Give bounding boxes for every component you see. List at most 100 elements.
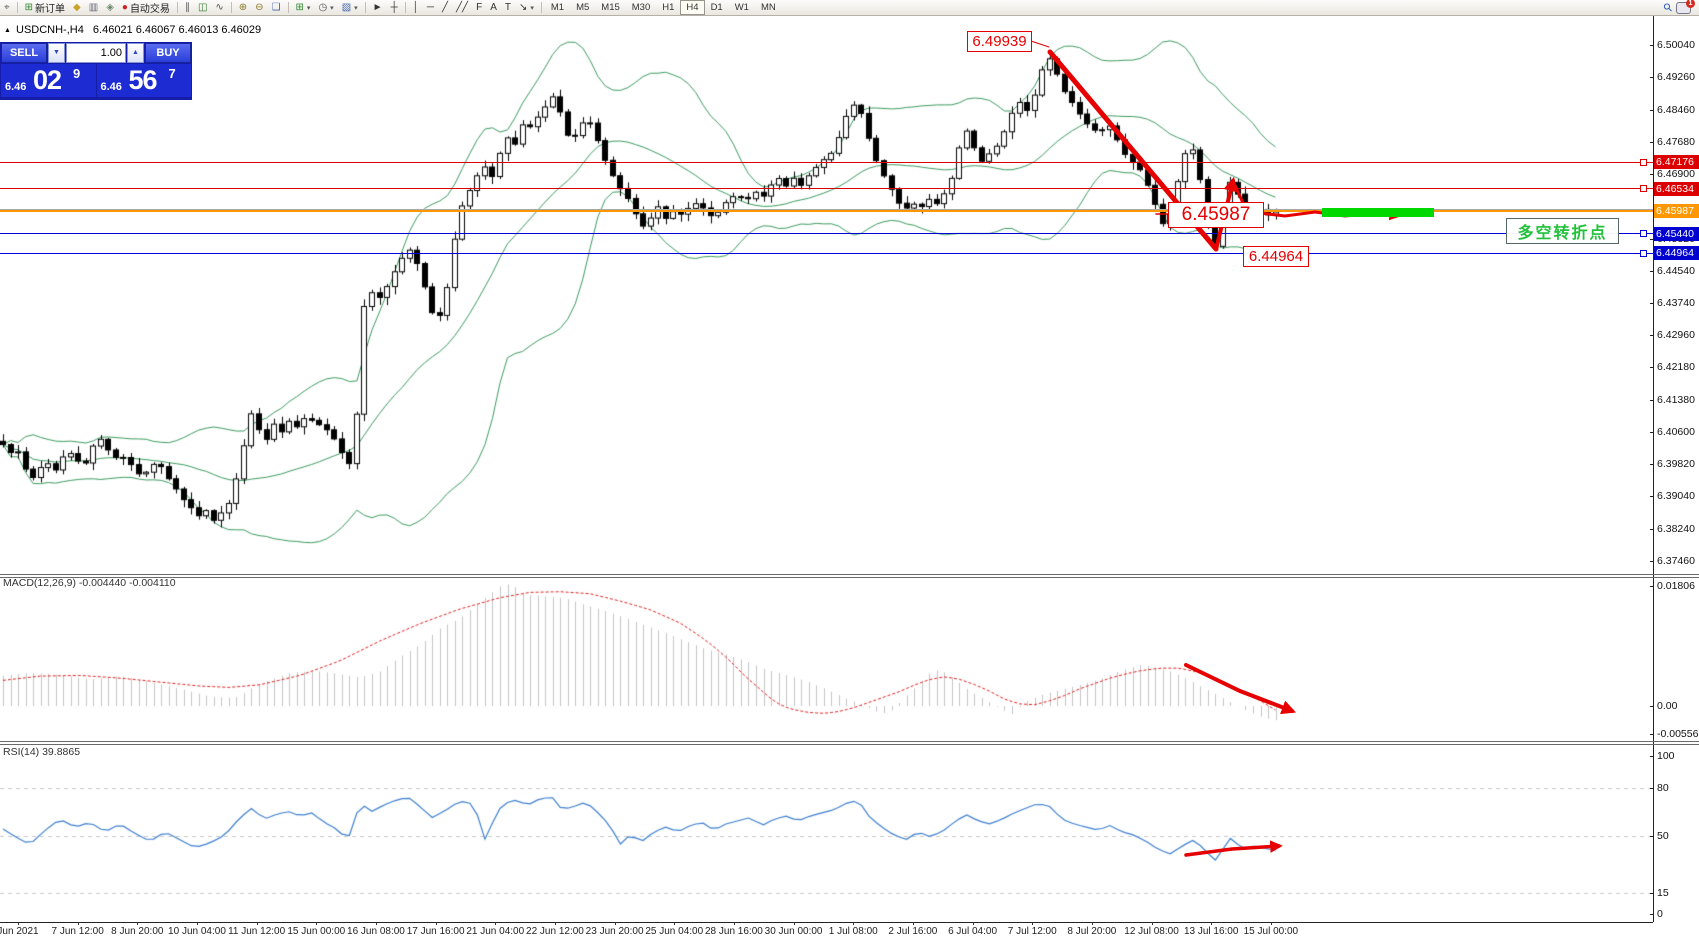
pane-separator[interactable] xyxy=(0,744,1699,745)
time-axis-label: 7 Jun 12:00 xyxy=(51,926,104,937)
price-tick-mark xyxy=(1650,270,1654,272)
bar-chart-icon[interactable]: ∥ xyxy=(181,0,194,15)
buy-price-prefix: 6.46 xyxy=(100,81,122,93)
volume-increase-button[interactable]: ▲ xyxy=(127,43,144,63)
new-chart-dropdown[interactable]: ⊞ ▾ xyxy=(292,0,315,15)
price-label-low[interactable]: 6.44964 xyxy=(1243,246,1309,267)
candle-chart-icon[interactable]: ◫ xyxy=(194,0,211,15)
profile-dropdown[interactable]: ▧ ▾ xyxy=(338,0,362,15)
autotrade-button: ● xyxy=(121,1,128,13)
toolbar-separator xyxy=(16,2,18,13)
signal-icon[interactable]: ◈ xyxy=(102,0,118,15)
position-indicator-icon[interactable]: ⌖ xyxy=(0,0,14,15)
line-handle[interactable] xyxy=(1640,185,1647,193)
toolbar-separator xyxy=(540,2,542,13)
rsi-tick-mark xyxy=(1650,914,1654,915)
pane-separator[interactable] xyxy=(0,574,1699,575)
pivot-line-645987[interactable] xyxy=(0,210,1653,213)
fibonacci-icon[interactable]: F xyxy=(472,0,486,15)
price-tick-label: 6.38240 xyxy=(1657,523,1695,536)
volume-input[interactable] xyxy=(66,43,126,63)
new-chart-dropdown: ⊞ xyxy=(295,1,304,13)
price-tick-mark xyxy=(1650,109,1654,111)
support-line-645440[interactable] xyxy=(0,233,1653,235)
time-tick-mark xyxy=(375,922,377,925)
chat-icon[interactable]: 1 xyxy=(1676,0,1695,14)
support-line-644964[interactable] xyxy=(0,252,1653,254)
new-order-button[interactable]: ⊞ 新订单 xyxy=(21,0,69,15)
timeframe-m1[interactable]: M1 xyxy=(550,2,565,13)
line-chart-icon[interactable]: ∿ xyxy=(211,0,227,15)
timeframe-h1[interactable]: H1 xyxy=(662,2,675,13)
volume-decrease-button[interactable]: ▼ xyxy=(48,43,65,63)
price-label-high[interactable]: 6.49939 xyxy=(967,31,1032,52)
sell-price-display[interactable]: 6.46 02 9 xyxy=(1,64,96,97)
crosshair-icon[interactable]: ┼ xyxy=(387,0,402,15)
line-handle[interactable] xyxy=(1640,159,1647,166)
rsi-label: RSI(14) 39.8865 xyxy=(3,746,81,758)
funnel-icon[interactable]: ◆ xyxy=(69,0,85,15)
text-icon[interactable]: A xyxy=(486,0,501,15)
time-tick-mark xyxy=(733,922,735,925)
time-axis-label: 7 Jul 12:00 xyxy=(1007,926,1057,937)
price-tick-label: 6.40600 xyxy=(1657,426,1695,439)
buy-button[interactable]: BUY xyxy=(145,43,191,63)
time-axis-border xyxy=(0,922,1653,923)
price-tick-label: 6.42180 xyxy=(1657,361,1695,374)
sell-button[interactable]: SELL xyxy=(1,43,47,63)
price-badge: 6.45987 xyxy=(1654,204,1699,219)
time-tick-mark xyxy=(256,922,258,925)
macd-tick-label: 0.00 xyxy=(1657,700,1678,712)
line-handle[interactable] xyxy=(1640,249,1647,257)
zoom-out-icon: ⊖ xyxy=(255,1,264,13)
channel-icon[interactable]: ╱╱ xyxy=(452,0,472,15)
zoom-out-icon[interactable]: ⊖ xyxy=(251,0,267,15)
current-price-line[interactable] xyxy=(0,209,1653,211)
rsi-tick-label: 80 xyxy=(1657,782,1669,794)
label-icon[interactable]: T xyxy=(501,0,515,15)
timeframe-m15[interactable]: M15 xyxy=(601,2,620,13)
time-tick-mark xyxy=(554,922,556,925)
toolbar-separator xyxy=(287,2,289,13)
resistance-line-646534[interactable] xyxy=(0,188,1653,190)
autotrade-button[interactable]: ● 自动交易 xyxy=(118,0,174,15)
toolbar-separator xyxy=(404,2,406,13)
timeframe-m5[interactable]: M5 xyxy=(576,2,590,13)
time-axis-label: 11 Jun 12:00 xyxy=(228,926,286,937)
price-tick-mark xyxy=(1650,173,1654,175)
resistance-line-647176[interactable] xyxy=(0,162,1653,163)
time-axis-label: Jun 2021 xyxy=(0,926,39,937)
tile-windows-icon[interactable]: ❏ xyxy=(268,0,285,15)
time-tick-mark xyxy=(1151,922,1153,925)
price-tick-label: 6.43740 xyxy=(1657,297,1695,310)
trendline-icon[interactable]: ╱ xyxy=(438,0,452,15)
timeframe-h4[interactable]: H4 xyxy=(680,0,705,15)
timeframe-mn[interactable]: MN xyxy=(760,2,776,13)
cursor-icon[interactable]: ► xyxy=(369,0,387,15)
pane-separator[interactable] xyxy=(0,577,1699,578)
time-tick-mark xyxy=(793,922,795,925)
autoscroll-dropdown[interactable]: ◷ ▾ xyxy=(314,0,337,15)
pane-separator[interactable] xyxy=(0,741,1699,742)
buy-price-display[interactable]: 6.46 56 7 xyxy=(96,64,191,97)
buy-price-pip: 7 xyxy=(168,66,176,81)
search-icon[interactable]: ⚲ xyxy=(1660,0,1676,15)
timeframe-w1[interactable]: W1 xyxy=(734,2,749,13)
vline-icon[interactable]: │ xyxy=(409,0,423,15)
arrows-dropdown[interactable]: ↘ ▾ xyxy=(515,0,538,15)
zoom-in-icon: ⊕ xyxy=(238,1,248,13)
price-tick-label: 6.48460 xyxy=(1657,103,1695,116)
timeframe-d1[interactable]: D1 xyxy=(710,2,723,13)
price-label-support[interactable]: 6.45987 xyxy=(1168,202,1264,228)
autoscroll-dropdown: ◷ xyxy=(318,1,328,13)
turning-point-note[interactable]: 多空转折点 xyxy=(1506,218,1619,244)
time-tick-mark xyxy=(972,922,974,925)
profile-dropdown: ▧ xyxy=(341,1,352,13)
hline-icon[interactable]: ─ xyxy=(423,0,438,15)
zoom-in-icon[interactable]: ⊕ xyxy=(235,0,251,15)
rsi-tick-mark xyxy=(1650,756,1654,757)
line-handle[interactable] xyxy=(1640,230,1647,238)
terminal-icon[interactable]: ▥ xyxy=(85,0,102,15)
timeframe-m30[interactable]: M30 xyxy=(631,2,651,13)
